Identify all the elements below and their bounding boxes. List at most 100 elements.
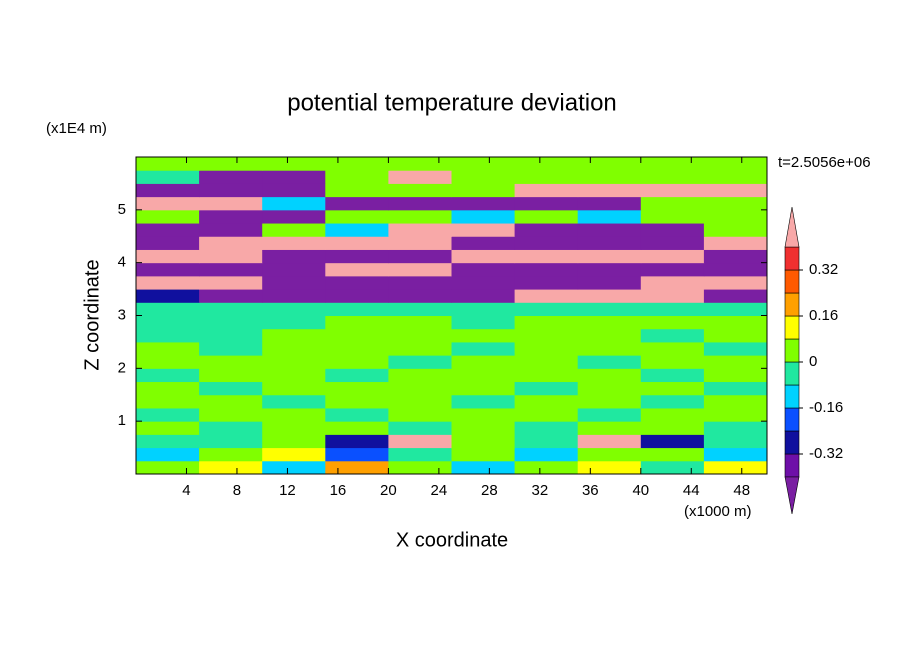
field-cell: [703, 157, 768, 171]
field-cell: [262, 223, 326, 237]
field-cell: [262, 341, 326, 356]
field-cell: [136, 183, 200, 198]
field-cell: [325, 249, 389, 264]
field-cell: [136, 209, 200, 224]
colorbar-tick-label: -0.16: [809, 399, 843, 416]
colorbar-bin: [784, 430, 800, 455]
y-tick-label: 1: [118, 412, 126, 429]
field-cell: [325, 196, 389, 211]
field-cell: [640, 315, 705, 330]
field-cell: [577, 434, 642, 449]
field-cell: [577, 209, 642, 224]
field-cell: [388, 394, 452, 409]
field-cell: [514, 249, 579, 264]
field-cell: [577, 157, 642, 171]
field-cell: [262, 381, 326, 396]
field-cell: [577, 341, 642, 356]
field-cell: [325, 407, 389, 422]
field-cell: [577, 170, 642, 184]
field-cell: [640, 262, 705, 277]
field-cell: [451, 315, 516, 330]
field-cell: [640, 434, 705, 449]
field-cell: [514, 328, 579, 343]
field-cell: [388, 223, 452, 237]
field-cell: [325, 421, 389, 435]
field-cell: [451, 275, 516, 290]
field-cell: [199, 262, 263, 277]
field-cell: [262, 170, 326, 184]
field-cell: [451, 447, 516, 462]
field-cell: [514, 407, 579, 422]
field-cell: [388, 368, 452, 383]
field-cell: [451, 302, 516, 316]
field-cell: [325, 381, 389, 396]
field-cell: [514, 183, 579, 198]
field-cell: [451, 209, 516, 224]
field-cell: [136, 289, 200, 303]
field-cell: [262, 196, 326, 211]
field-cell: [514, 355, 579, 369]
field-cell: [262, 328, 326, 343]
field-cell: [703, 407, 768, 422]
field-cell: [640, 183, 705, 198]
colorbar-bin: [784, 338, 800, 363]
field-cell: [325, 275, 389, 290]
field-cell: [577, 249, 642, 264]
field-cell: [262, 275, 326, 290]
colorbar-bin: [784, 292, 800, 317]
field-cell: [514, 394, 579, 409]
field-cell: [577, 262, 642, 277]
field-cell: [703, 209, 768, 224]
field-cell: [136, 355, 200, 369]
field-cell: [136, 223, 200, 237]
field-cell: [325, 434, 389, 449]
field-cell: [640, 341, 705, 356]
field-cell: [514, 170, 579, 184]
field-cell: [640, 157, 705, 171]
field-cell: [577, 368, 642, 383]
field-cell: [325, 236, 389, 250]
field-cell: [262, 209, 326, 224]
field-cell: [199, 223, 263, 237]
field-cell: [451, 196, 516, 211]
field-cell: [199, 355, 263, 369]
field-cell: [577, 407, 642, 422]
field-cell: [199, 434, 263, 449]
field-cell: [325, 315, 389, 330]
field-cell: [514, 315, 579, 330]
colorbar-under: [784, 476, 800, 515]
field-cell: [136, 157, 200, 171]
x-tick-label: 20: [380, 482, 397, 499]
field-cell: [199, 381, 263, 396]
field-cell: [388, 262, 452, 277]
field-cell: [325, 460, 389, 475]
field-cell: [703, 355, 768, 369]
y-tick-label: 2: [118, 359, 126, 376]
colorbar-tick-label: 0.32: [809, 261, 838, 278]
field-cell: [199, 157, 263, 171]
field-cell: [388, 355, 452, 369]
field-cell: [325, 262, 389, 277]
field-cell: [640, 407, 705, 422]
field-cell: [262, 249, 326, 264]
field-cell: [577, 275, 642, 290]
field-cell: [640, 381, 705, 396]
colorbar-bin: [784, 269, 800, 294]
colorbar-bin: [784, 407, 800, 432]
field-cell: [388, 434, 452, 449]
field-cell: [136, 447, 200, 462]
field-cell: [262, 315, 326, 330]
colorbar-over: [784, 206, 800, 248]
field-cell: [703, 381, 768, 396]
colorbar-bin: [784, 453, 800, 478]
field-cell: [136, 434, 200, 449]
field-cell: [640, 328, 705, 343]
colorbar-tick-label: 0.16: [809, 307, 838, 324]
field-cell: [136, 381, 200, 396]
field-cell: [136, 275, 200, 290]
field-cell: [514, 157, 579, 171]
y-axis-title: Z coordinate: [81, 259, 103, 370]
colorbar-bin: [784, 246, 800, 271]
field-cell: [262, 262, 326, 277]
field-cell: [640, 236, 705, 250]
